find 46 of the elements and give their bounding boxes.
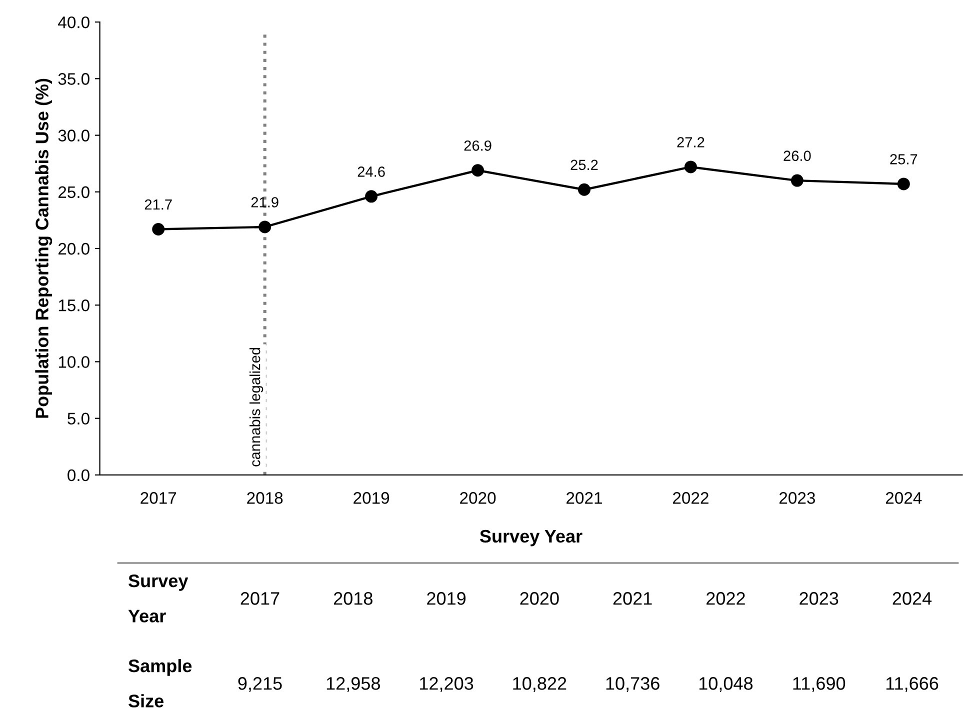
category-label: 2020 <box>520 592 559 605</box>
text: 9,215 <box>238 677 282 692</box>
text: 10,822 <box>513 677 566 692</box>
x-tick-label: 2022 <box>673 492 708 504</box>
y-tick-label: 10.0 <box>58 356 90 368</box>
text: 10,048 <box>699 677 753 692</box>
ref-line-label: cannabis legalized <box>250 348 264 466</box>
x-tick-label: 2019 <box>354 492 390 504</box>
text: 25.2 <box>570 160 598 170</box>
x-tick-label: 2021 <box>566 492 602 504</box>
category-label: 2018 <box>334 592 372 605</box>
y-tick-label: 0.0 <box>68 469 90 482</box>
text: 24.6 <box>358 166 385 177</box>
x-tick-label: 2024 <box>886 492 922 504</box>
x-tick-label: 2017 <box>140 492 176 504</box>
y-tick-label: 30.0 <box>58 130 90 142</box>
x-tick-label: 2020 <box>460 492 496 504</box>
x-tick-label: 2023 <box>779 492 815 504</box>
category-label: 2017 <box>240 592 280 605</box>
y-tick-label: 35.0 <box>58 73 90 85</box>
text: 11,666 <box>886 677 938 692</box>
text: Survey Year <box>128 574 188 622</box>
text: Sample Size <box>128 659 192 708</box>
category-label: 2023 <box>800 592 838 605</box>
category-label: 2024 <box>892 592 932 605</box>
category-label: 2019 <box>427 592 466 605</box>
x-axis-title: Survey Year <box>480 530 582 546</box>
y-tick-label: 20.0 <box>58 242 90 255</box>
y-axis-title: Population Reporting Cannabis Use (%) <box>35 78 52 418</box>
text: 11,690 <box>793 677 846 692</box>
text: 25.7 <box>890 154 918 164</box>
text: 21.7 <box>144 199 172 210</box>
x-tick-label: 2018 <box>247 492 283 504</box>
category-label: 2022 <box>706 592 745 605</box>
y-tick-label: 15.0 <box>58 300 90 312</box>
text: 26.0 <box>784 150 811 162</box>
text: 21.9 <box>251 197 278 208</box>
y-tick-label: 40.0 <box>58 16 90 28</box>
y-tick-label: 5.0 <box>68 412 90 425</box>
text: 12,203 <box>420 677 474 692</box>
text: 26.9 <box>464 140 492 151</box>
text: 12,958 <box>326 677 380 692</box>
category-label: 2021 <box>613 592 652 605</box>
text: 10,736 <box>606 677 660 692</box>
y-tick-label: 25.0 <box>58 186 90 198</box>
text: 27.2 <box>677 137 704 148</box>
